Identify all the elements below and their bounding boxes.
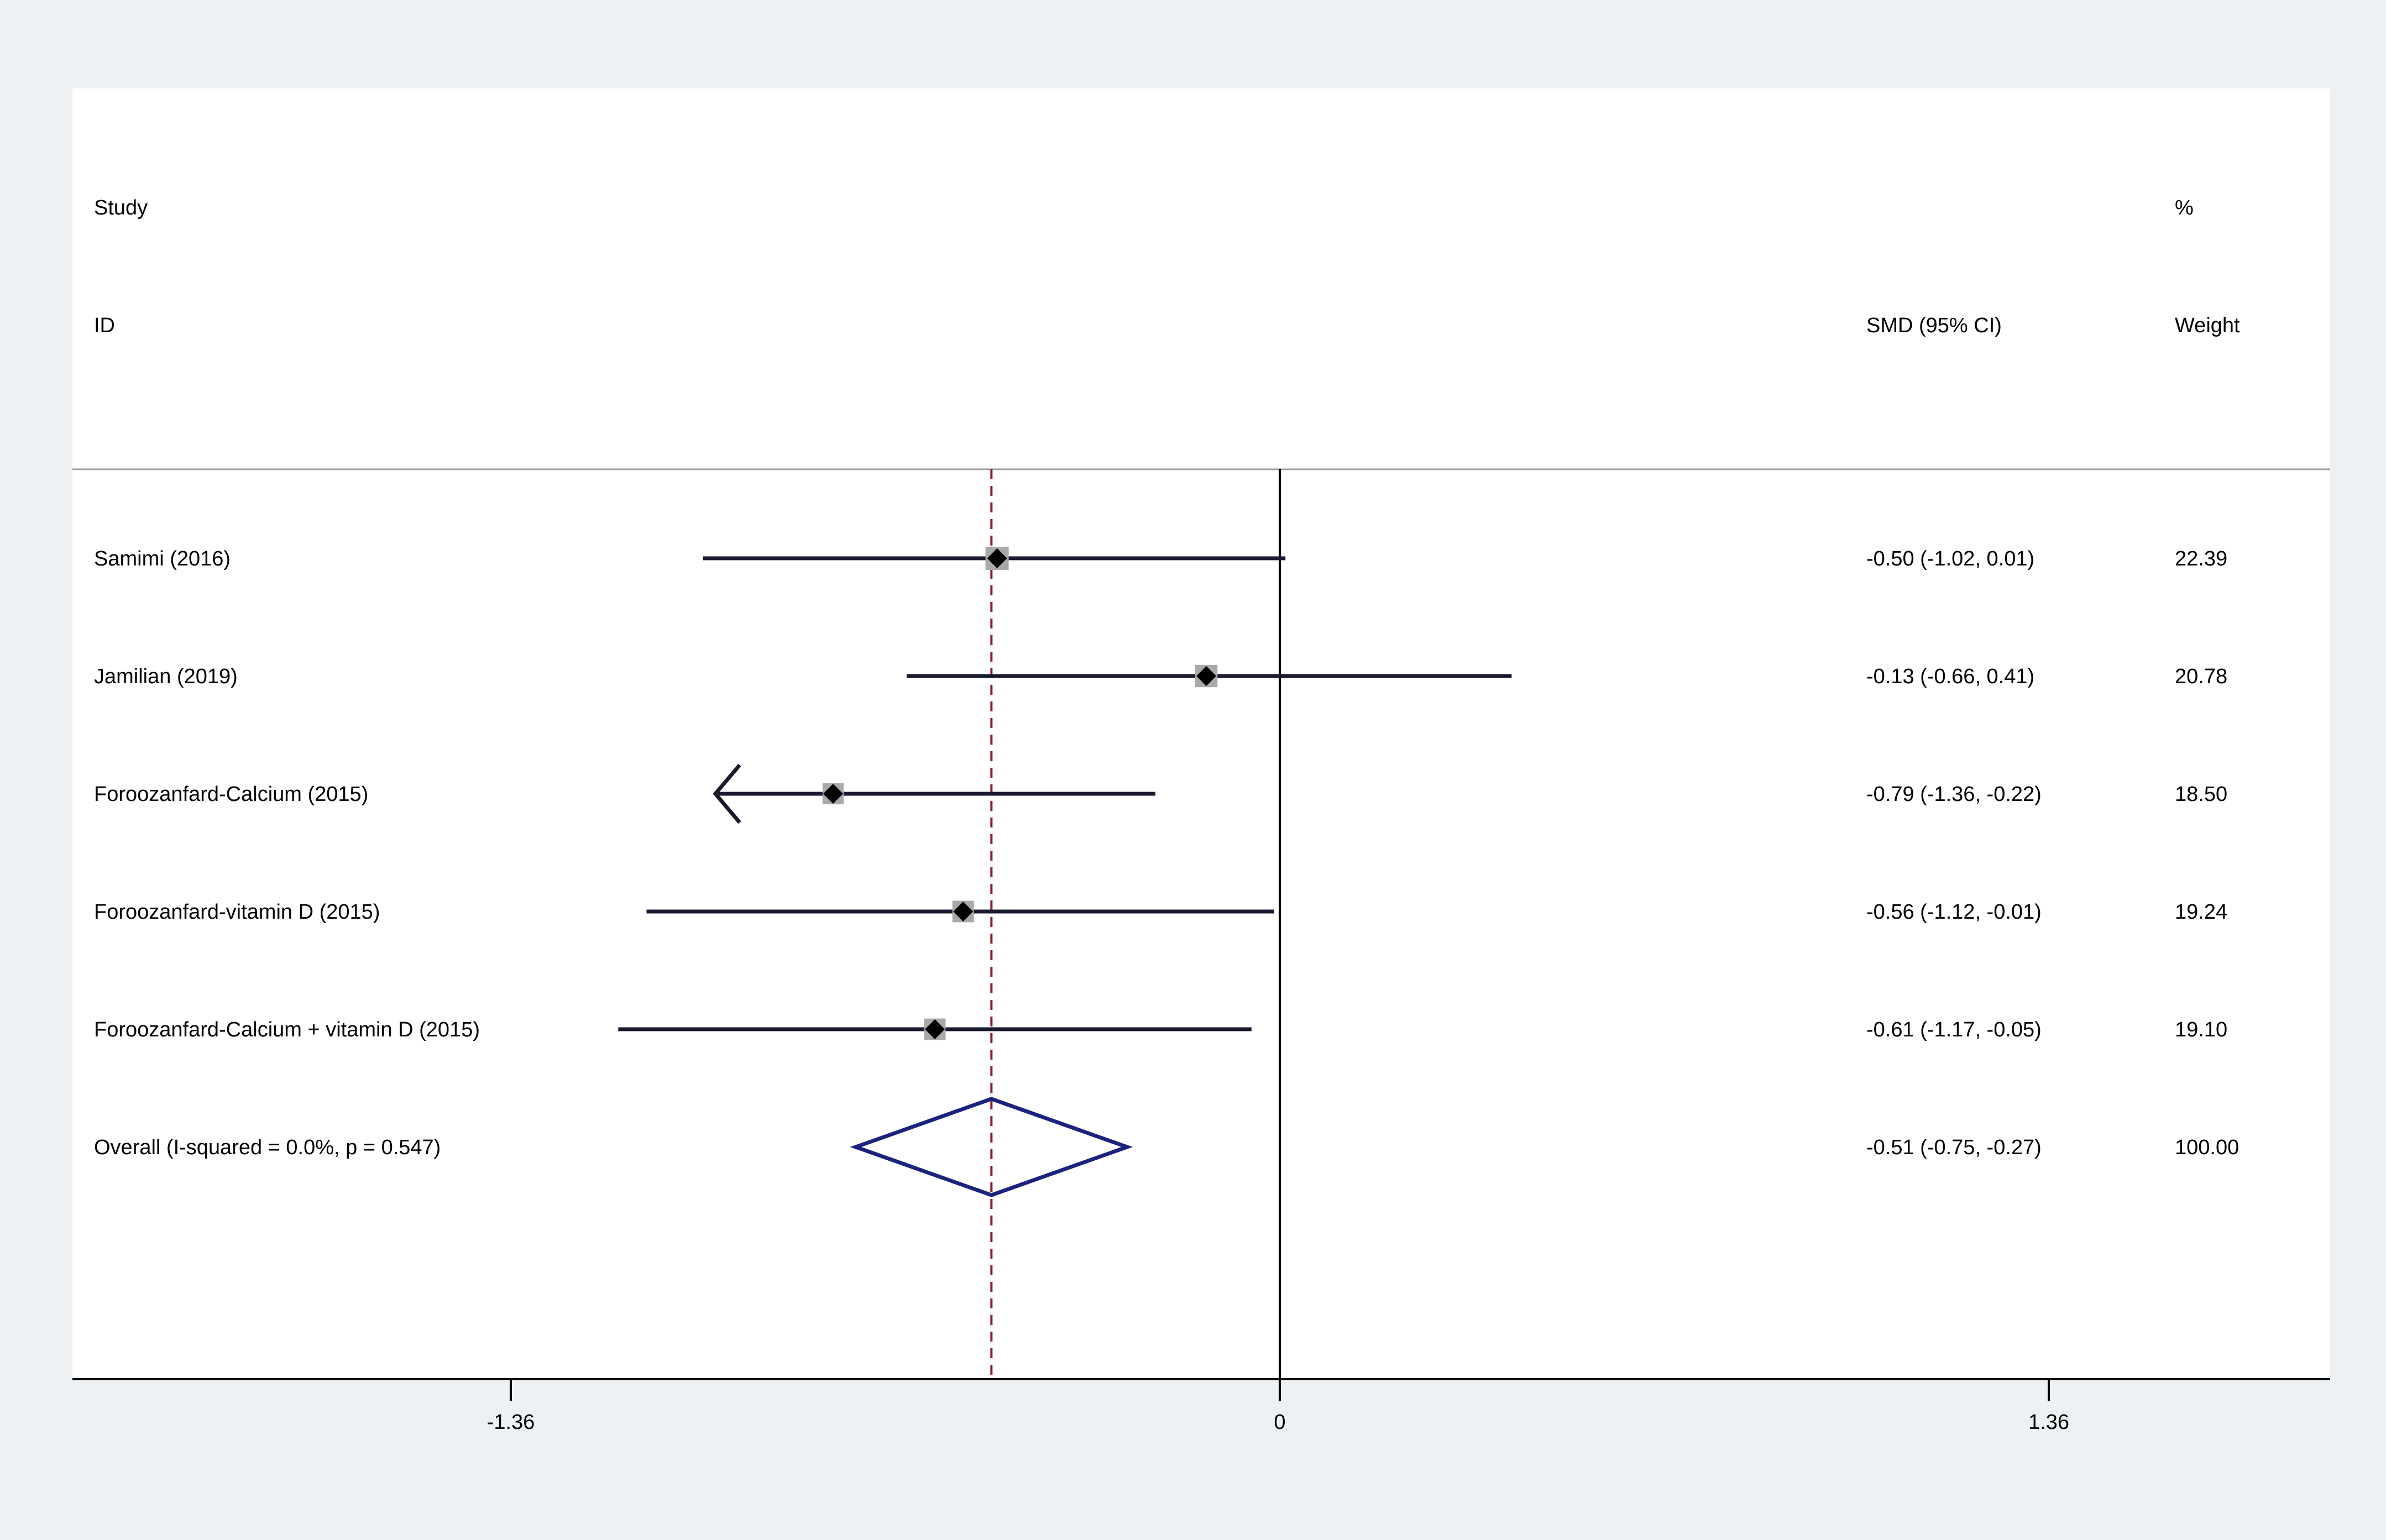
ci-text: -0.61 (-1.17, -0.05): [1866, 1018, 2042, 1041]
study-label: Foroozanfard-vitamin D (2015): [94, 900, 380, 924]
weight-header: Weight: [2175, 314, 2240, 337]
ci-text: -0.79 (-1.36, -0.22): [1866, 783, 2042, 806]
overall-weight: 100.00: [2175, 1136, 2239, 1159]
point-estimate: [925, 1019, 945, 1039]
ci-text: -0.50 (-1.02, 0.01): [1866, 547, 2034, 570]
study-header: Study: [94, 196, 148, 219]
point-estimate: [987, 548, 1007, 568]
weight-value: 19.24: [2175, 900, 2227, 924]
weight-value: 22.39: [2175, 547, 2227, 570]
estimate-header: SMD (95% CI): [1866, 314, 2002, 337]
weight-header-percent: %: [2175, 196, 2194, 219]
overall-diamond: [850, 1097, 1133, 1197]
study-label: Jamilian (2019): [94, 665, 238, 688]
x-axis-tick-label: 1.36: [2028, 1411, 2069, 1434]
overall-label: Overall (I-squared = 0.0%, p = 0.547): [94, 1136, 441, 1159]
study-label: Samimi (2016): [94, 547, 231, 570]
weight-value: 18.50: [2175, 783, 2227, 806]
point-estimate: [953, 902, 974, 921]
ci-text: -0.56 (-1.12, -0.01): [1866, 900, 2042, 924]
x-axis-tick-label: 0: [1274, 1411, 1285, 1434]
plot-background: [72, 88, 2330, 1379]
ci-truncation-arrow: [713, 763, 741, 824]
point-estimate: [823, 784, 843, 804]
id-header: ID: [94, 314, 115, 337]
study-label: Foroozanfard-Calcium (2015): [94, 783, 368, 806]
study-label: Foroozanfard-Calcium + vitamin D (2015): [94, 1018, 480, 1041]
weight-value: 19.10: [2175, 1018, 2227, 1041]
ci-text: -0.13 (-0.66, 0.41): [1866, 665, 2034, 688]
weight-value: 20.78: [2175, 665, 2227, 688]
point-estimate: [1196, 666, 1217, 686]
x-axis-tick-label: -1.36: [487, 1411, 535, 1434]
overall-ci-text: -0.51 (-0.75, -0.27): [1866, 1136, 2042, 1159]
